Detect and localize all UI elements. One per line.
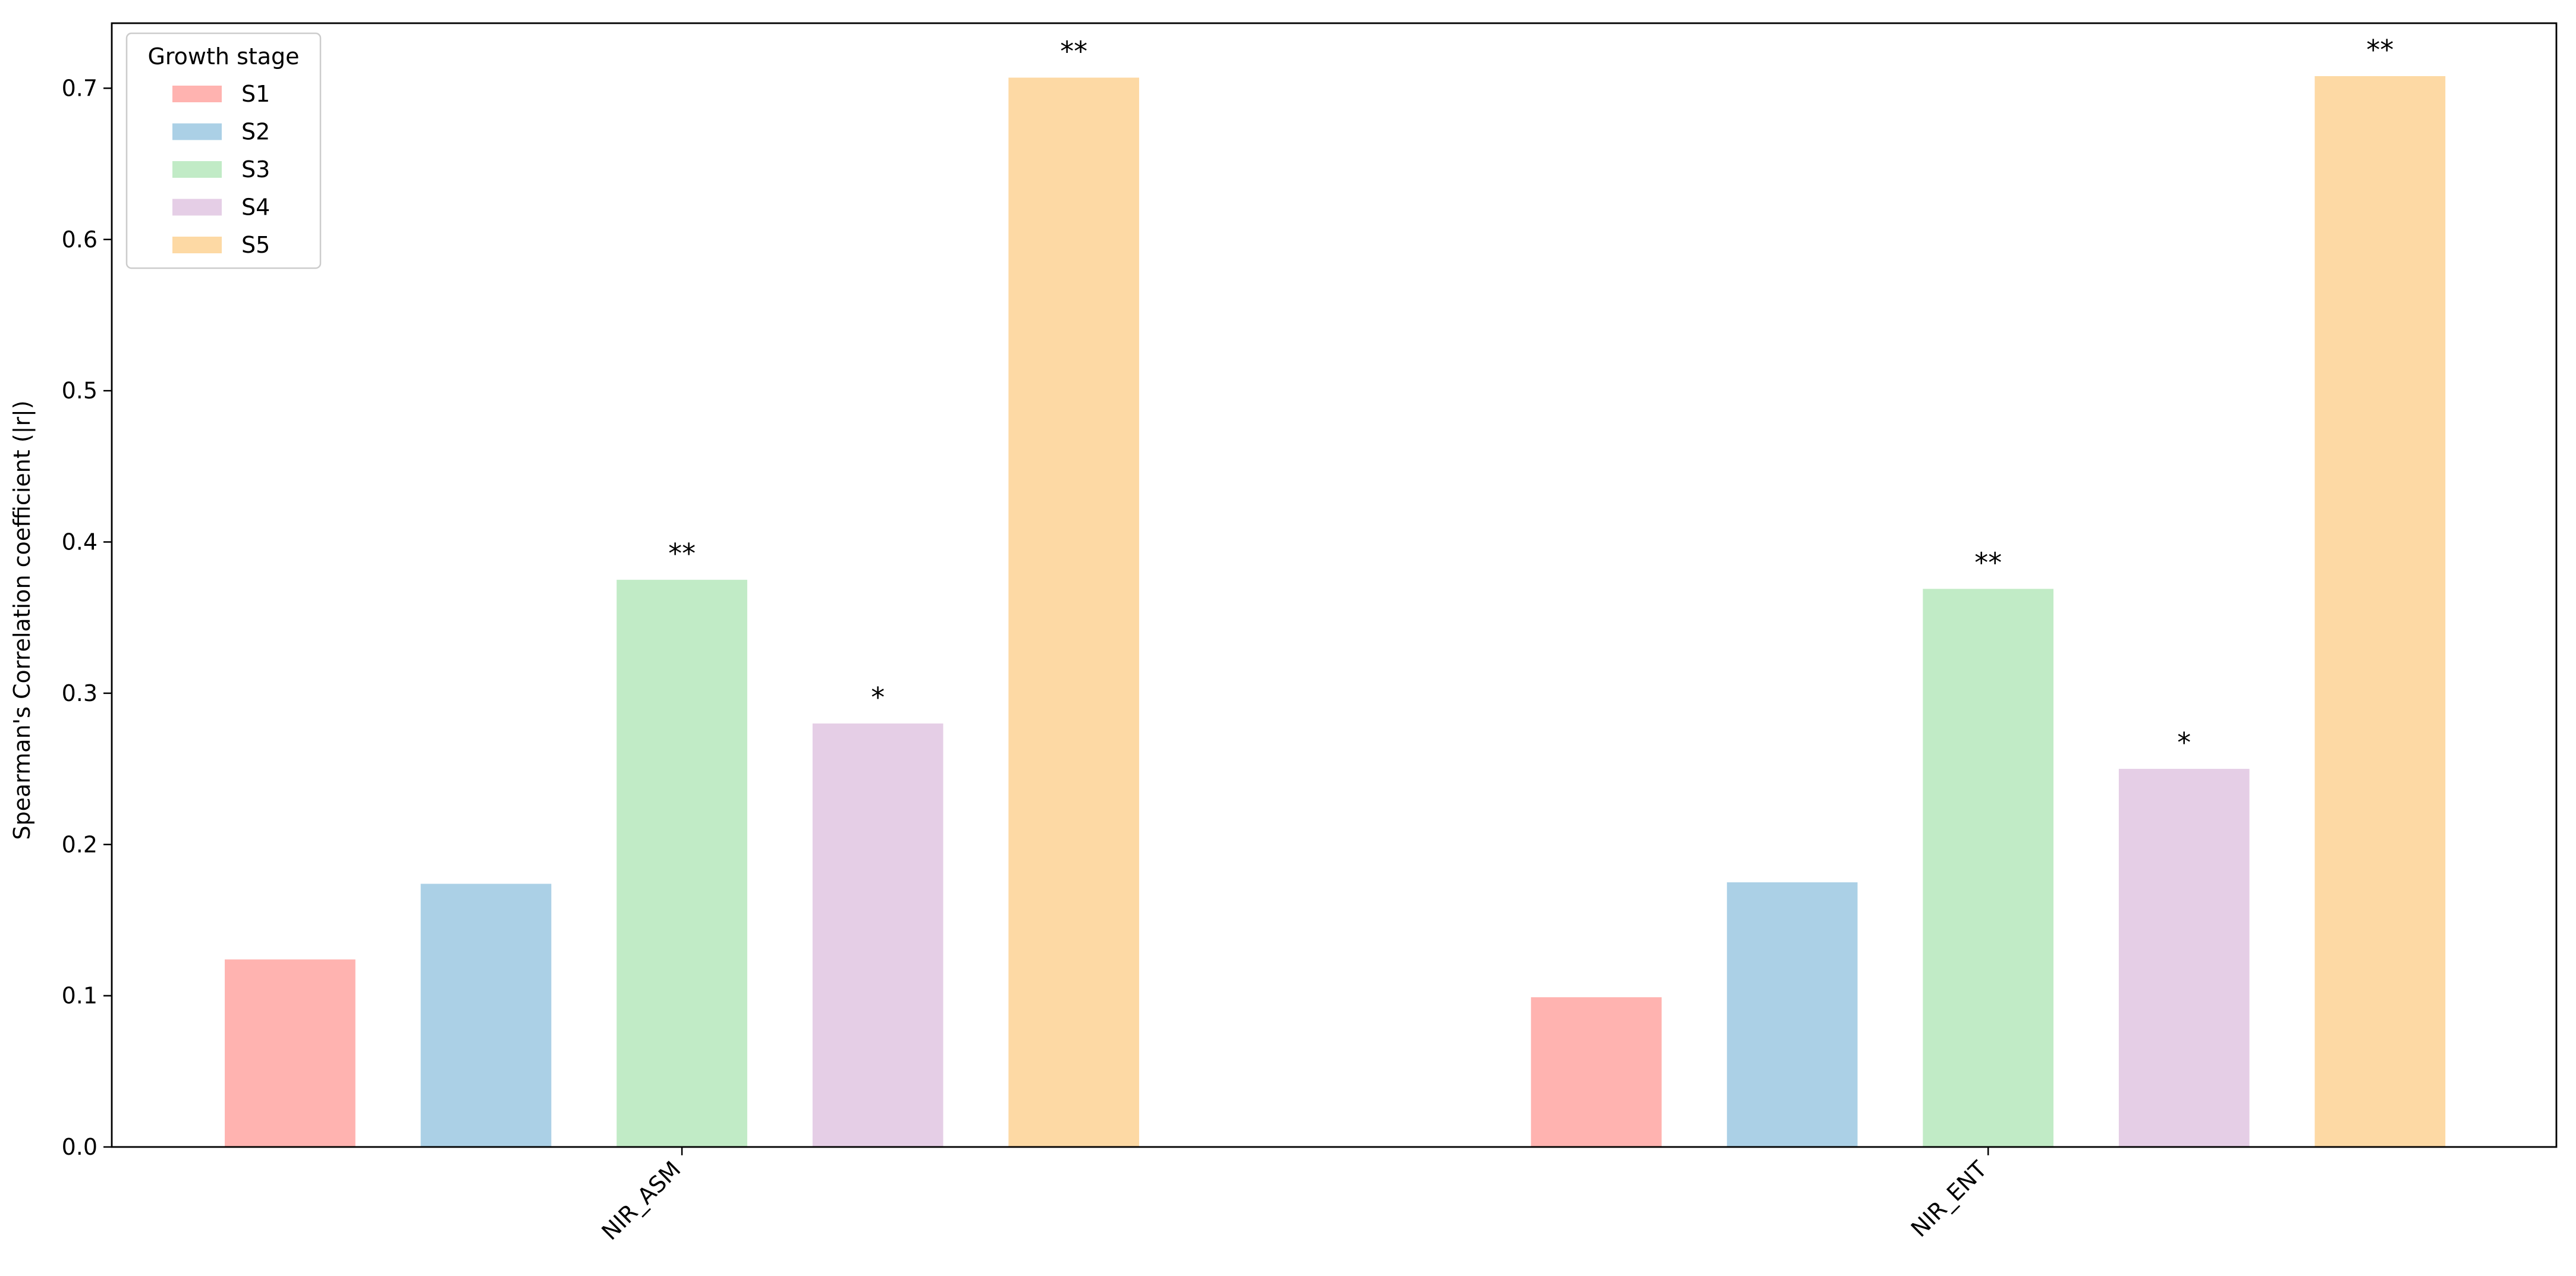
legend-swatch bbox=[172, 161, 222, 178]
bar bbox=[1726, 882, 1858, 1147]
y-tick-label: 0.0 bbox=[62, 1134, 97, 1160]
bar bbox=[1923, 589, 2054, 1147]
legend-swatch bbox=[172, 86, 222, 102]
y-tick-label: 0.7 bbox=[62, 75, 97, 101]
bar-annotation: ** bbox=[668, 538, 696, 570]
bar bbox=[617, 580, 747, 1147]
bar bbox=[1008, 77, 1140, 1147]
y-tick-label: 0.5 bbox=[62, 378, 97, 404]
legend-swatch bbox=[172, 237, 222, 253]
bar-annotation: ** bbox=[2366, 34, 2393, 66]
legend-label: S4 bbox=[241, 194, 270, 221]
legend-label: S5 bbox=[241, 232, 270, 258]
bar bbox=[2314, 76, 2446, 1147]
bar bbox=[420, 884, 552, 1147]
bar bbox=[1531, 997, 1662, 1147]
bar-annotation: ** bbox=[1974, 546, 2002, 579]
y-tick-label: 0.3 bbox=[62, 680, 97, 706]
legend-title: Growth stage bbox=[147, 43, 299, 70]
bar-annotation: * bbox=[2177, 727, 2191, 759]
legend-label: S3 bbox=[241, 156, 270, 183]
legend-label: S1 bbox=[241, 81, 270, 107]
legend-label: S2 bbox=[241, 119, 270, 145]
y-axis-label: Spearman's Correlation coefficient (|r|) bbox=[9, 400, 36, 840]
bar-annotation: * bbox=[871, 681, 885, 714]
y-tick-label: 0.6 bbox=[62, 227, 97, 253]
bar bbox=[225, 959, 356, 1147]
x-tick-label: NIR_ASM bbox=[597, 1156, 686, 1245]
x-tick-label: NIR_ENT bbox=[1906, 1156, 1992, 1242]
bar-annotation: ** bbox=[1060, 36, 1087, 68]
plot-frame bbox=[111, 22, 2558, 1148]
y-tick-label: 0.4 bbox=[62, 529, 97, 555]
bar bbox=[2118, 769, 2250, 1147]
bar bbox=[812, 723, 943, 1147]
legend-swatch bbox=[172, 123, 222, 140]
legend-swatch bbox=[172, 199, 222, 216]
y-tick-label: 0.2 bbox=[62, 831, 97, 857]
y-tick-label: 0.1 bbox=[62, 983, 97, 1009]
